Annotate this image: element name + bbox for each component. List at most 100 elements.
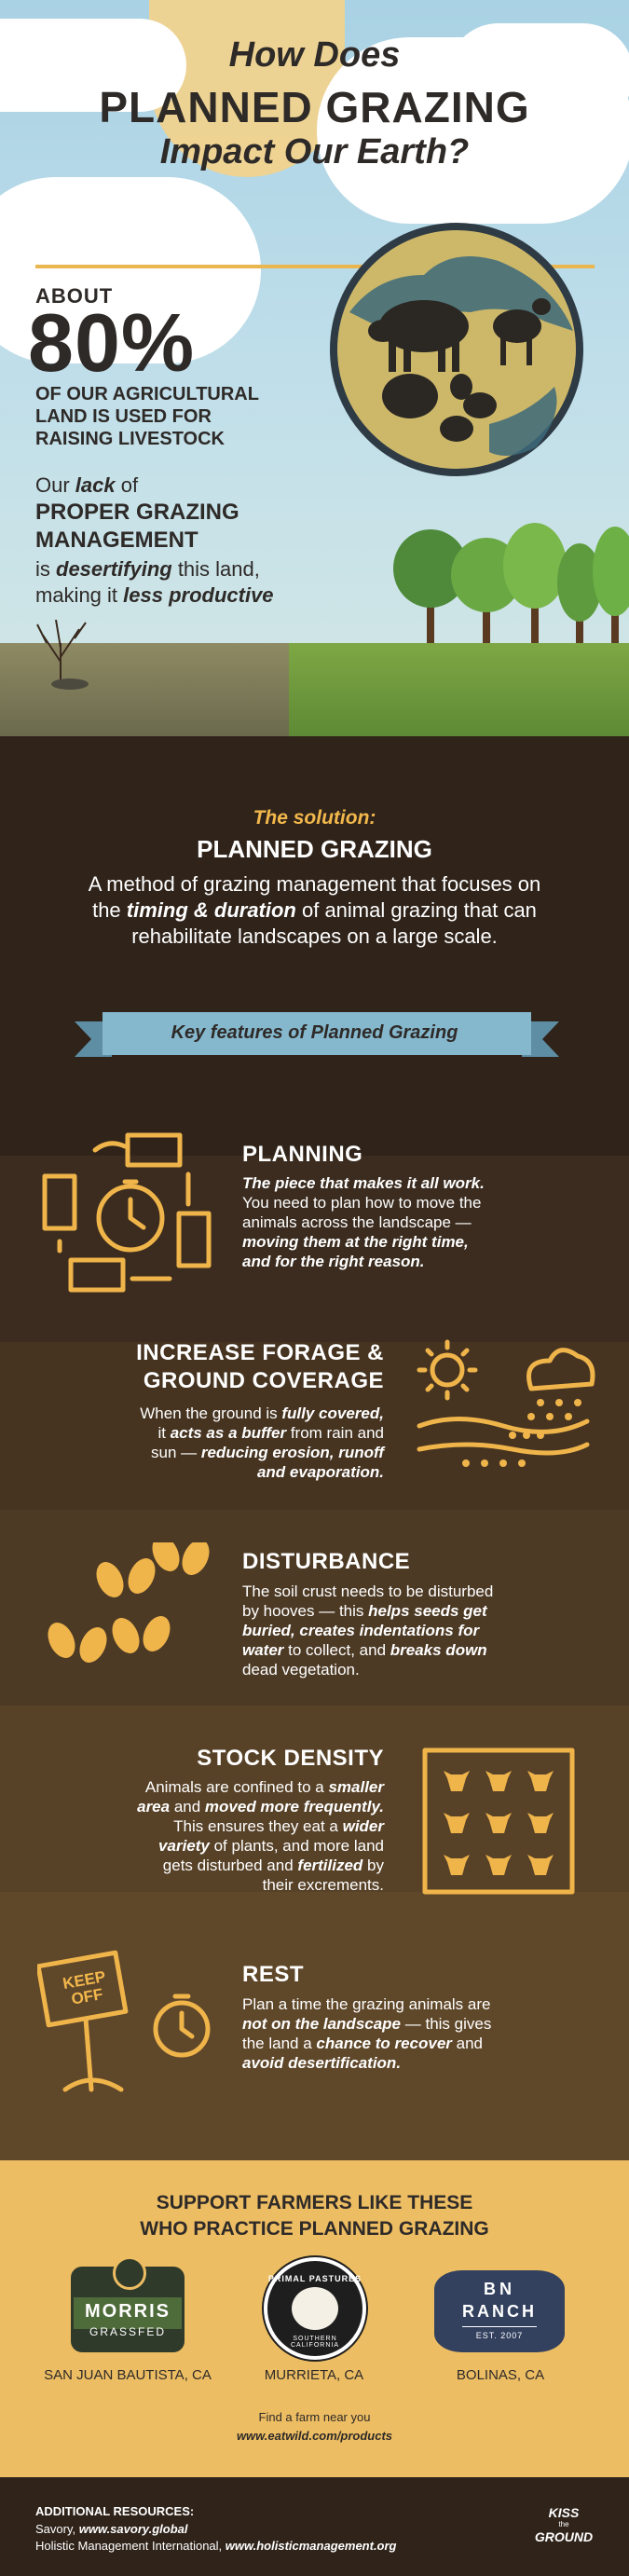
primal-pastures-logo[interactable]: PRIMAL PASTURES SOUTHERN CALIFORNIA [264, 2257, 366, 2360]
forage-title-2: GROUND COVERAGE [143, 1368, 384, 1393]
cow-head-icon [527, 1771, 554, 1791]
savory-link[interactable]: www.savory.global [78, 2522, 188, 2536]
banner-ribbon [75, 1012, 559, 1057]
brand-logo-kiss: KISS [548, 2505, 580, 2520]
cow-badge-icon [113, 2256, 146, 2290]
planning-line4: moving them at the right time, [242, 1233, 469, 1251]
bn-ranch-logo[interactable]: BN RANCH EST. 2007 [434, 2270, 565, 2352]
bn-logo-name: BN [484, 2280, 515, 2298]
solution-desc-2: the timing & duration of animal grazing … [92, 898, 537, 922]
forage-line1: When the ground is fully covered, [140, 1404, 384, 1422]
soil-layer-5 [0, 1706, 629, 1892]
cow-head-icon [485, 1771, 512, 1791]
bn-logo-rule [462, 2326, 537, 2327]
primal-logo-sub: SOUTHERN CALIFORNIA [290, 2336, 339, 2349]
title-line2: PLANNED GRAZING [99, 83, 530, 131]
title-line3: Impact Our Earth? [159, 132, 470, 171]
rest-line2: not on the landscape — this gives [242, 2015, 492, 2033]
footer-resource-1: Savory, www.savory.global [35, 2522, 188, 2536]
solution-kicker: The solution: [253, 807, 376, 829]
stock-line3: This ensures they eat a wider [173, 1817, 384, 1835]
soil-layer-3 [0, 1342, 629, 1510]
rest-line3: the land a chance to recover and [242, 2035, 484, 2052]
stock-line2: area and moved more frequently. [137, 1798, 384, 1816]
primal-logo-inner [292, 2287, 338, 2330]
morris-grassfed-logo[interactable]: MORRIS GRASSFED [71, 2256, 185, 2352]
sun-rain-icon [417, 1339, 595, 1467]
rest-line4: avoid desertification. [242, 2054, 402, 2072]
planning-line1: The piece that makes it all work. [242, 1174, 485, 1192]
footer-heading: ADDITIONAL RESOURCES: [35, 2504, 195, 2518]
footer-resource-2: Holistic Management International, www.h… [35, 2539, 397, 2553]
rest-title: REST [242, 1962, 305, 1987]
stat-line1: OF OUR AGRICULTURAL [35, 384, 259, 404]
stock-line4: variety of plants, and more land [158, 1837, 384, 1855]
stock-line6: their excrements. [262, 1876, 384, 1894]
stat-about: ABOUT [35, 284, 114, 308]
morris-logo-band [74, 2297, 182, 2329]
title-line1: How Does [228, 35, 401, 75]
cow-head-icon [444, 1813, 470, 1833]
planning-title: PLANNING [242, 1142, 363, 1167]
stat-line3: RAISING LIVESTOCK [35, 429, 225, 449]
bn-logo-est: EST. 2007 [475, 2331, 524, 2340]
forage-title-1: INCREASE FORAGE & [136, 1340, 384, 1365]
find-farm-link[interactable]: www.eatwild.com/products [236, 2429, 393, 2443]
lack-line5: making it less productive [35, 583, 274, 607]
cow-head-icon [527, 1813, 554, 1833]
disturbance-title: DISTURBANCE [242, 1549, 411, 1574]
stock-line5: gets disturbed and fertilized by [162, 1857, 384, 1874]
forage-line4: and evaporation. [256, 1463, 384, 1481]
farm-location-2: MURRIETA, CA [264, 2367, 364, 2383]
hoofprints-icon [48, 1542, 210, 1663]
stock-pen-icon [422, 1747, 575, 1895]
stat-line2: LAND IS USED FOR [35, 406, 212, 427]
trees [393, 523, 629, 657]
cloud [447, 23, 629, 126]
soil-layer-2 [0, 1156, 629, 1342]
banner-label: Key features of Planned Grazing [171, 1022, 458, 1043]
disturbance-line4: water to collect, and breaks down [242, 1641, 487, 1659]
disturbance-line1: The soil crust needs to be disturbed [242, 1583, 494, 1600]
brand-logo-the: the [558, 2520, 569, 2528]
morris-logo-name: MORRIS [85, 2301, 171, 2322]
disturbance-line3: buried, creates indentations for [242, 1622, 480, 1639]
hmi-link[interactable]: www.holisticmanagement.org [225, 2539, 397, 2553]
farm-location-3: BOLINAS, CA [456, 2367, 545, 2383]
primal-logo-name: PRIMAL PASTURES [267, 2274, 362, 2283]
brand-logo-ground: GROUND [534, 2529, 594, 2544]
planning-cycle-icon [42, 1132, 212, 1293]
planning-line2: You need to plan how to move the [242, 1194, 482, 1212]
lack-line3: MANAGEMENT [35, 528, 198, 553]
solution-desc-1: A method of grazing management that focu… [88, 872, 541, 896]
solution-title: PLANNED GRAZING [197, 835, 432, 863]
solution-desc-3: rehabilitate landscapes on a large scale… [131, 925, 498, 948]
farm-location-1: SAN JUAN BAUTISTA, CA [44, 2367, 212, 2383]
cloud [0, 177, 261, 363]
bn-logo-sub: RANCH [462, 2302, 537, 2321]
globe-with-animals [330, 223, 583, 476]
disturbance-line2: by hooves — this helps seeds get [242, 1602, 487, 1620]
find-farm-text: Find a farm near you [258, 2410, 371, 2424]
lack-line2: PROPER GRAZING [35, 500, 239, 525]
footer [0, 2477, 629, 2576]
stock-title: STOCK DENSITY [197, 1746, 384, 1771]
stat-percent: 80% [28, 296, 196, 389]
lack-line1: Our lack of [35, 473, 139, 497]
support-title-1: SUPPORT FARMERS LIKE THESE [156, 2192, 473, 2213]
planning-line3: animals across the landscape — [242, 1213, 472, 1231]
dead-bush [36, 619, 89, 690]
sun [149, 0, 345, 177]
soil-layer-4 [0, 1510, 629, 1706]
morris-logo-sub: GRASSFED [89, 2325, 166, 2338]
divider [35, 265, 595, 268]
cow-head-icon [485, 1855, 512, 1875]
cloud [0, 19, 186, 112]
cow-head-icon [444, 1771, 470, 1791]
support-title-2: WHO PRACTICE PLANNED GRAZING [140, 2218, 489, 2240]
soil-layer-1 [0, 736, 629, 1156]
cow-head-icon [485, 1813, 512, 1833]
lack-line4: is desertifying this land, [35, 557, 260, 581]
planning-line5: and for the right reason. [242, 1253, 425, 1270]
keep-off-sign-icon [37, 1950, 211, 2092]
